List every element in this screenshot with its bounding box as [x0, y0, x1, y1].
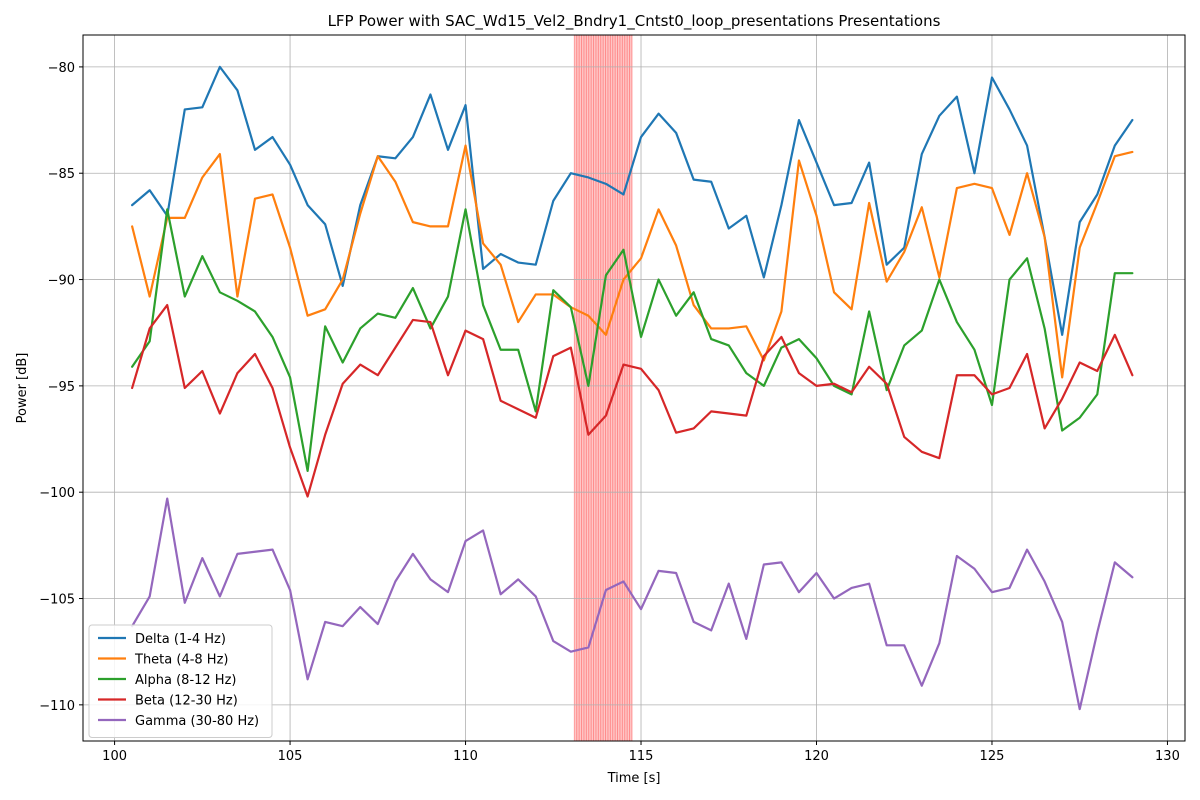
series-line-2	[131, 208, 1134, 473]
highlight-band-layer	[573, 35, 633, 741]
series-line-4	[131, 497, 1134, 711]
series-layer	[131, 65, 1134, 711]
plot-frame	[82, 34, 1186, 742]
series-line-1	[131, 144, 1134, 379]
legend-label: Theta (4-8 Hz)	[134, 653, 228, 668]
tick-layer: 100 105 110 115 120 125 130 −110 −105 −100 −95 −90 −…	[39, 61, 1180, 764]
x-tick-label: 115	[629, 749, 654, 764]
x-tick-label: 130	[1155, 749, 1180, 764]
legend-box	[88, 624, 273, 738]
series-line-3	[131, 303, 1134, 498]
series-line-0	[131, 65, 1134, 336]
highlight-band	[574, 35, 633, 741]
y-tick-label: −90	[48, 274, 75, 289]
legend-label: Gamma (30-80 Hz)	[135, 714, 259, 729]
x-axis-label: Time [s]	[607, 771, 661, 786]
x-tick-label: 105	[278, 749, 303, 764]
x-tick-label: 120	[804, 749, 829, 764]
y-tick-label: −110	[39, 699, 75, 714]
legend-label: Beta (12-30 Hz)	[135, 694, 238, 709]
grid-layer	[83, 35, 1185, 741]
y-tick-label: −105	[39, 593, 75, 608]
y-tick-label: −95	[48, 380, 75, 395]
x-tick-label: 125	[980, 749, 1005, 764]
y-tick-label: −100	[39, 486, 75, 501]
x-tick-label: 110	[453, 749, 478, 764]
legend-label: Delta (1-4 Hz)	[135, 632, 226, 647]
legend-label: Alpha (8-12 Hz)	[135, 673, 236, 688]
y-tick-label: −80	[48, 61, 75, 76]
chart-title: LFP Power with SAC_Wd15_Vel2_Bndry1_Cnts…	[328, 12, 941, 31]
legend: Delta (1-4 Hz) Theta (4-8 Hz) Alpha (8-12 …	[88, 624, 273, 738]
x-tick-label: 100	[102, 749, 127, 764]
y-tick-label: −85	[48, 167, 75, 182]
y-axis-label: Power [dB]	[15, 353, 30, 424]
